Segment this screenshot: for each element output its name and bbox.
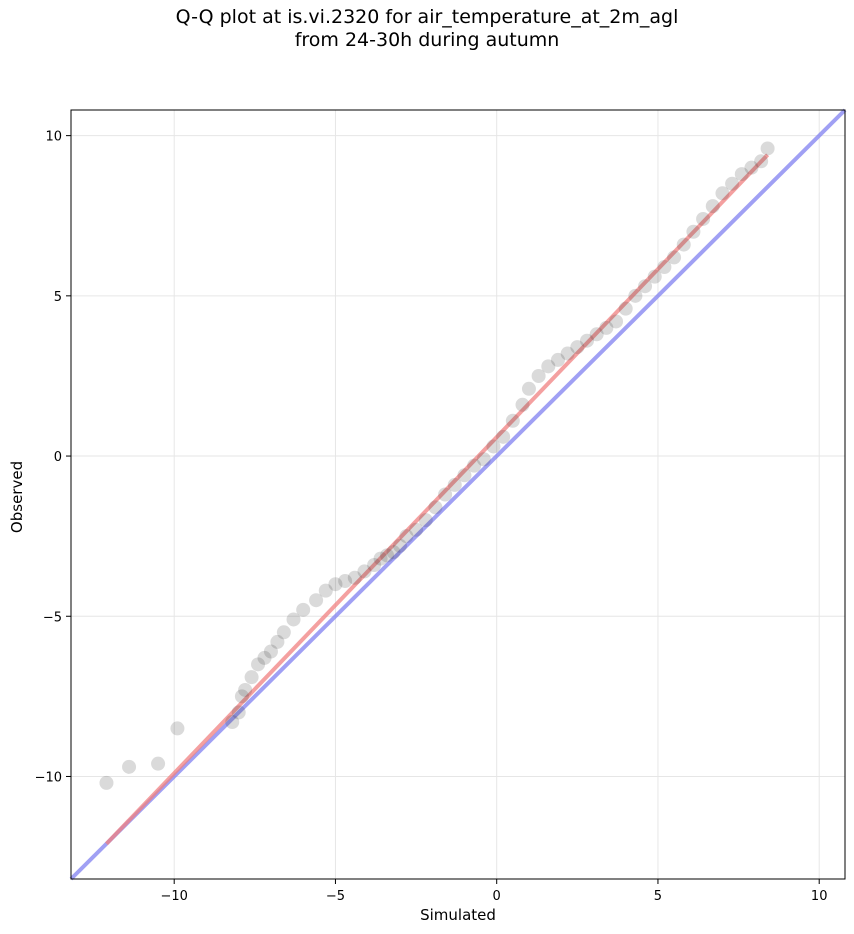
quantile-point xyxy=(725,176,740,191)
quantile-point xyxy=(618,301,633,316)
quantile-point xyxy=(760,141,775,156)
quantile-point xyxy=(309,593,324,608)
quantile-point xyxy=(505,413,520,428)
quantile-point xyxy=(715,186,730,201)
y-axis-label: Observed xyxy=(8,461,26,533)
x-tick-label: 10 xyxy=(811,889,828,904)
reference-line xyxy=(69,108,847,881)
quantile-point xyxy=(244,670,259,685)
quantile-point xyxy=(234,689,249,704)
quantile-point xyxy=(467,458,482,473)
quantile-point xyxy=(476,452,491,467)
y-tick-label: 5 xyxy=(54,290,62,305)
quantile-point xyxy=(338,574,353,589)
quantile-point xyxy=(367,557,382,572)
chart-title-block: Q-Q plot at is.vi.2320 for air_temperatu… xyxy=(0,6,854,52)
quantile-point xyxy=(496,429,511,444)
quantile-point xyxy=(744,160,759,175)
quantile-point xyxy=(560,346,575,361)
quantile-point xyxy=(99,775,114,790)
quantile-point xyxy=(580,333,594,348)
chart-title: Q-Q plot at is.vi.2320 for air_temperatu… xyxy=(175,6,679,28)
quantile-point xyxy=(251,657,266,672)
quantile-point xyxy=(628,288,643,303)
quantile-point xyxy=(734,167,749,182)
quantile-point xyxy=(589,327,604,342)
quantile-points xyxy=(99,141,775,790)
quantile-point xyxy=(122,759,137,774)
quantile-point xyxy=(386,545,401,560)
quantile-point xyxy=(170,721,185,736)
quantile-point xyxy=(318,583,333,598)
quantile-point xyxy=(676,237,691,252)
plot-frame xyxy=(70,109,846,880)
quantile-point xyxy=(270,634,285,649)
chart-subtitle: from 24-30h during autumn xyxy=(294,29,560,51)
quantile-point xyxy=(515,397,530,412)
y-tick-label: −10 xyxy=(35,770,62,785)
quantile-point xyxy=(667,250,682,265)
x-tick-label: −5 xyxy=(326,889,345,904)
quantile-point xyxy=(263,644,278,659)
quantile-point xyxy=(276,625,291,640)
fit-line xyxy=(105,153,770,846)
quantile-point xyxy=(486,439,501,454)
quantile-point xyxy=(657,260,672,275)
quantile-point xyxy=(570,340,585,355)
quantile-point xyxy=(428,500,443,515)
quantile-point xyxy=(380,548,395,563)
quantile-point xyxy=(550,352,565,367)
grid-lines xyxy=(71,110,845,879)
quantile-point xyxy=(541,359,556,374)
quantile-point xyxy=(418,513,433,528)
quantile-lines xyxy=(69,108,847,881)
quantile-point xyxy=(328,577,343,592)
quantile-point xyxy=(457,468,472,483)
quantile-point xyxy=(609,314,624,329)
quantile-point xyxy=(447,477,462,492)
x-tick-label: 0 xyxy=(493,889,501,904)
y-tick-label: −5 xyxy=(43,610,62,625)
quantile-point xyxy=(686,224,701,239)
quantile-point xyxy=(347,570,362,585)
quantile-point xyxy=(257,650,272,665)
quantile-point xyxy=(225,714,240,729)
quantile-point xyxy=(231,705,246,720)
quantile-point xyxy=(392,538,407,553)
quantile-point xyxy=(647,269,662,284)
quantile-point xyxy=(531,368,546,383)
x-axis-ticks: −10 −5 0 5 10 xyxy=(160,879,827,904)
x-tick-label: 5 xyxy=(654,889,662,904)
quantile-point xyxy=(521,381,536,396)
quantile-point xyxy=(151,756,166,771)
quantile-point xyxy=(599,320,614,335)
quantile-point xyxy=(286,612,301,627)
quantile-point xyxy=(238,682,253,697)
quantile-point xyxy=(409,522,424,537)
quantile-point xyxy=(438,487,453,502)
quantile-point xyxy=(399,529,414,544)
quantile-point xyxy=(754,154,769,169)
quantile-point xyxy=(296,602,311,617)
quantile-point xyxy=(696,211,711,226)
quantile-point xyxy=(373,551,388,566)
y-axis-ticks: −10 −5 0 5 10 xyxy=(35,130,71,785)
y-tick-label: 0 xyxy=(54,450,62,465)
quantile-point xyxy=(705,199,720,214)
y-tick-label: 10 xyxy=(45,130,62,145)
x-tick-label: −10 xyxy=(160,889,187,904)
quantile-point xyxy=(638,279,653,294)
quantile-point xyxy=(357,564,372,579)
x-axis-label: Simulated xyxy=(420,906,496,924)
